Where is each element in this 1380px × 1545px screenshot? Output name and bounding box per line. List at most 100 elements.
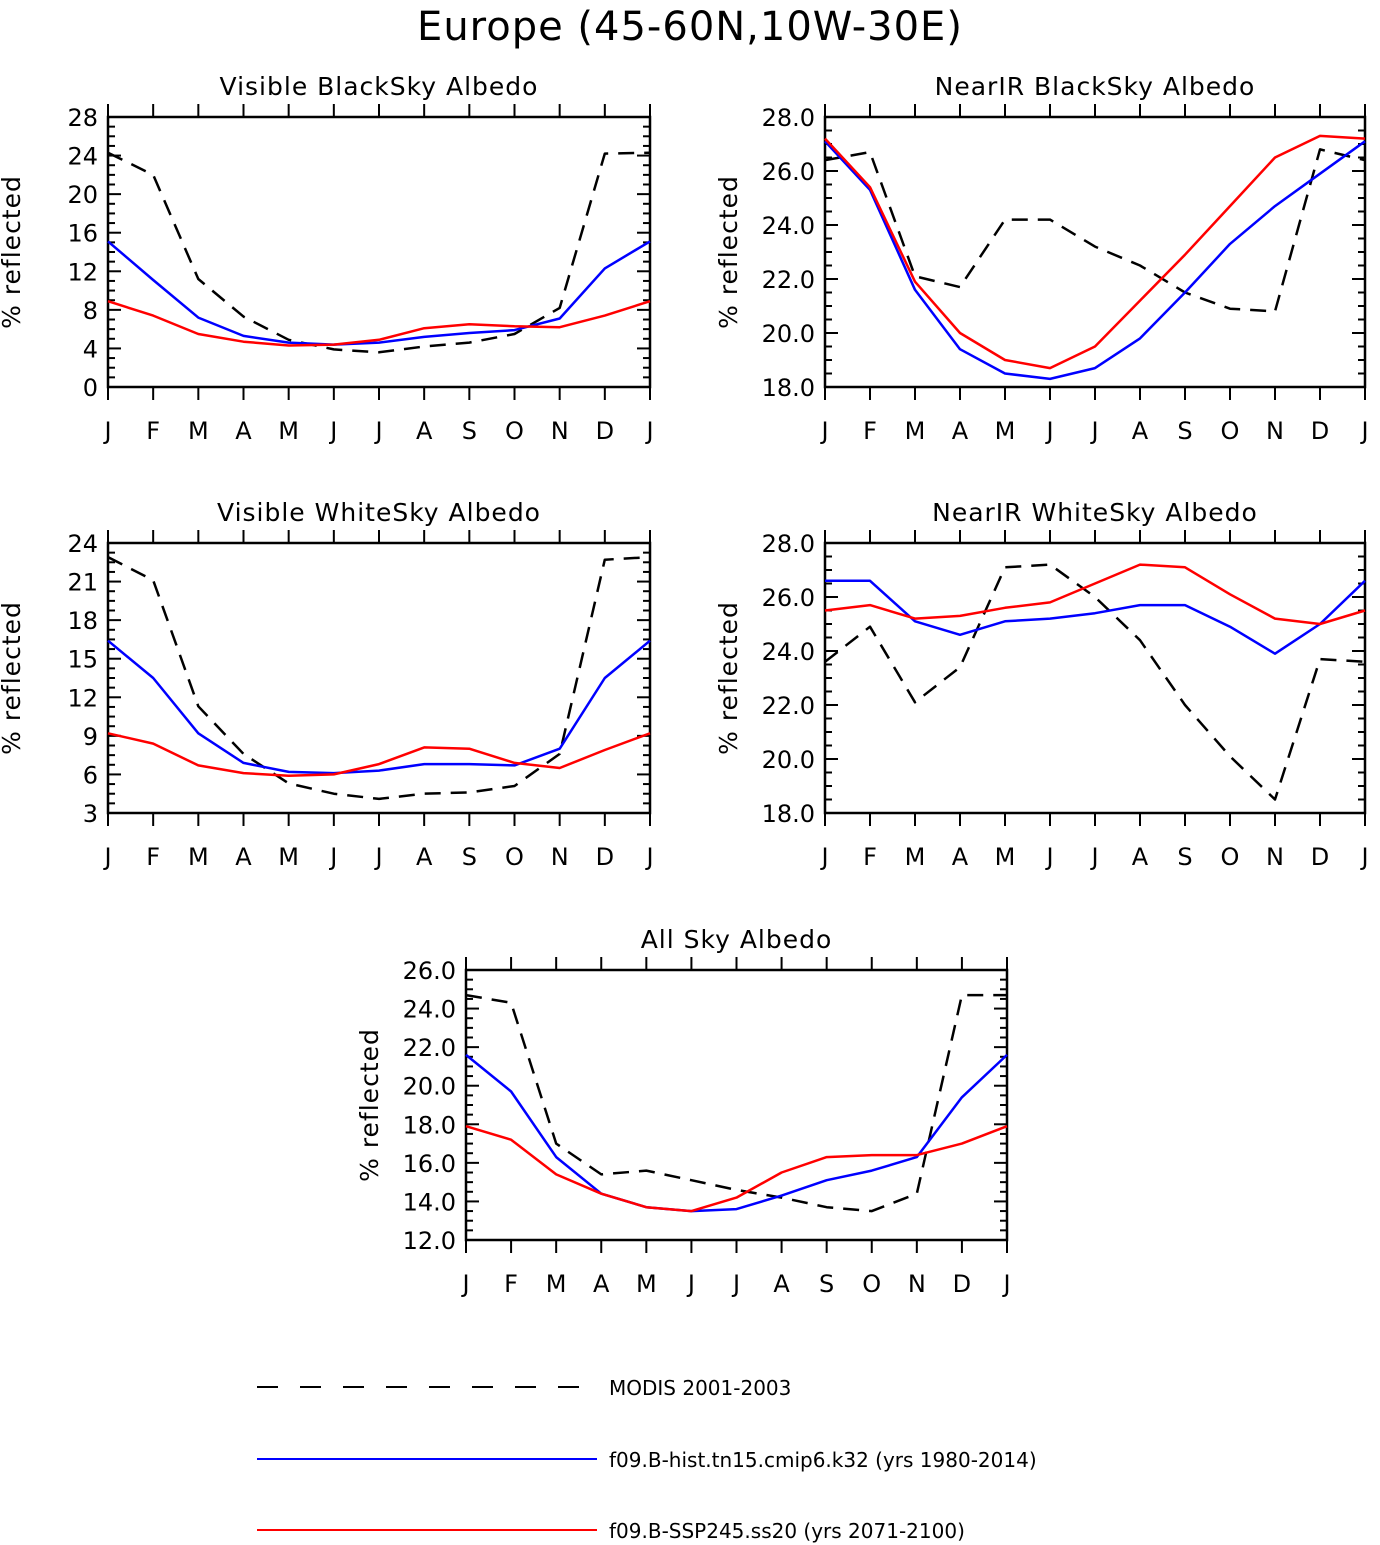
x-tick-label: J [819,843,828,871]
x-tick-label: J [644,417,653,445]
x-tick-label: M [995,417,1016,445]
chart-visible-whitesky-albedo: Visible WhiteSky Albedo % reflected 3 6 9 12 1… [0,498,654,871]
x-tick-label: A [593,1270,610,1298]
series-line-f09-b-ssp245-ss20-yrs-2071-2100 [824,134,1366,370]
y-tick-label: 15 [67,646,98,674]
y-axis-label: % reflected [714,175,743,329]
y-tick-label: 16 [67,220,98,248]
x-tick-label: J [1359,843,1368,871]
legend-item: f09.B-hist.tn15.cmip6.k32 (yrs 1980-2014… [257,1448,1037,1472]
x-tick-label: A [773,1270,790,1298]
y-tick-label: 6 [83,761,98,789]
x-tick-label: F [504,1270,518,1298]
x-tick-label: N [908,1270,926,1298]
series-line-f09-b-ssp245-ss20-yrs-2071-2100 [107,732,651,777]
x-tick-label: J [1089,843,1098,871]
y-tick-label: 20.0 [762,746,815,774]
y-tick-label: 26.0 [762,158,815,186]
plot-frame [106,541,652,815]
x-tick-label: A [952,417,969,445]
y-tick-label: 8 [83,297,98,325]
x-tick-label: A [1132,843,1149,871]
x-tick-label: F [146,843,160,871]
y-axis-label: % reflected [0,601,26,755]
legend-label: f09.B-SSP245.ss20 (yrs 2071-2100) [609,1519,965,1543]
chart-all-sky-albedo: All Sky Albedo % reflected 12.0 14.0 16.0 18.… [355,925,1011,1298]
x-tick-label: J [731,1270,740,1298]
y-axis-label: % reflected [714,601,743,755]
x-tick-label: M [278,417,299,445]
y-tick-label: 18.0 [762,800,815,828]
x-tick-label: D [596,417,614,445]
x-tick-label: M [995,843,1016,871]
legend-label: f09.B-hist.tn15.cmip6.k32 (yrs 1980-2014… [609,1448,1037,1472]
x-tick-label: J [1044,417,1053,445]
x-tick-label: D [953,1270,971,1298]
y-tick-label: 21 [67,569,98,597]
x-tick-label: S [819,1270,834,1298]
y-tick-label: 9 [83,723,98,751]
y-tick-label: 28.0 [762,104,815,132]
plot-frame [823,541,1367,815]
x-tick-label: J [102,843,111,871]
series-line-modis-2001-2003 [107,555,651,801]
y-tick-label: 12 [67,684,98,712]
series-line-f09-b-ssp245-ss20-yrs-2071-2100 [107,300,651,347]
x-tick-label: S [462,417,477,445]
series-line-modis-2001-2003 [465,993,1007,1213]
chart-title: Visible WhiteSky Albedo [217,498,541,527]
y-tick-label: 22.0 [762,692,815,720]
legend: MODIS 2001-2003 f09.B-hist.tn15.cmip6.k32… [257,1376,1037,1543]
chart-nearir-blacksky-albedo: NearIR BlackSky Albedo % reflected 18.0 20.… [714,72,1369,445]
chart-nearir-whitesky-albedo: NearIR WhiteSky Albedo % reflected 18.0 20.… [714,498,1369,871]
x-tick-label: A [416,417,433,445]
x-tick-label: S [462,843,477,871]
x-tick-label: J [686,1270,695,1298]
x-tick-label: J [1001,1270,1010,1298]
y-tick-label: 20.0 [762,320,815,348]
y-tick-label: 28.0 [762,530,815,558]
x-tick-label: A [235,843,252,871]
y-axis-label: % reflected [355,1028,384,1182]
legend-item: MODIS 2001-2003 [257,1376,791,1400]
y-tick-label: 0 [83,374,98,402]
y-tick-label: 14.0 [403,1188,456,1216]
y-tick-label: 24 [67,530,98,558]
y-tick-label: 18.0 [762,374,815,402]
y-axis-label: % reflected [0,175,26,329]
y-tick-label: 16.0 [403,1150,456,1178]
series-line-f09-b-hist-tn15-cmip6-k32-yrs-1980-2014 [465,1053,1008,1213]
chart-panels: Visible BlackSky Albedo % reflected 0 4 8 12 1… [0,72,1369,1298]
series-line-modis-2001-2003 [824,563,1366,801]
x-tick-label: A [416,843,433,871]
x-tick-label: M [278,843,299,871]
plot-frame [106,115,652,389]
x-tick-label: D [1311,417,1329,445]
y-tick-label: 12.0 [403,1227,456,1255]
x-tick-label: J [373,417,382,445]
x-tick-label: J [1044,843,1053,871]
x-tick-label: N [1266,843,1284,871]
x-tick-label: M [188,843,209,871]
series-line-f09-b-ssp245-ss20-yrs-2071-2100 [824,563,1366,626]
x-tick-label: M [546,1270,567,1298]
y-tick-label: 20 [67,181,98,209]
chart-title: All Sky Albedo [641,925,833,954]
y-tick-label: 24 [67,143,98,171]
legend-item: f09.B-SSP245.ss20 (yrs 2071-2100) [257,1519,965,1543]
y-tick-label: 4 [83,335,98,363]
x-tick-label: N [1266,417,1284,445]
y-tick-label: 18 [67,607,98,635]
x-tick-label: S [1177,843,1192,871]
x-tick-label: D [596,843,614,871]
legend-label: MODIS 2001-2003 [609,1376,791,1400]
plot-frame [464,968,1009,1242]
y-tick-label: 12 [67,258,98,286]
y-tick-label: 18.0 [403,1111,456,1139]
x-tick-label: J [644,843,653,871]
x-tick-label: A [952,843,969,871]
x-tick-label: J [102,417,111,445]
x-tick-label: J [328,843,337,871]
y-tick-label: 3 [83,800,98,828]
chart-title: NearIR WhiteSky Albedo [932,498,1258,527]
